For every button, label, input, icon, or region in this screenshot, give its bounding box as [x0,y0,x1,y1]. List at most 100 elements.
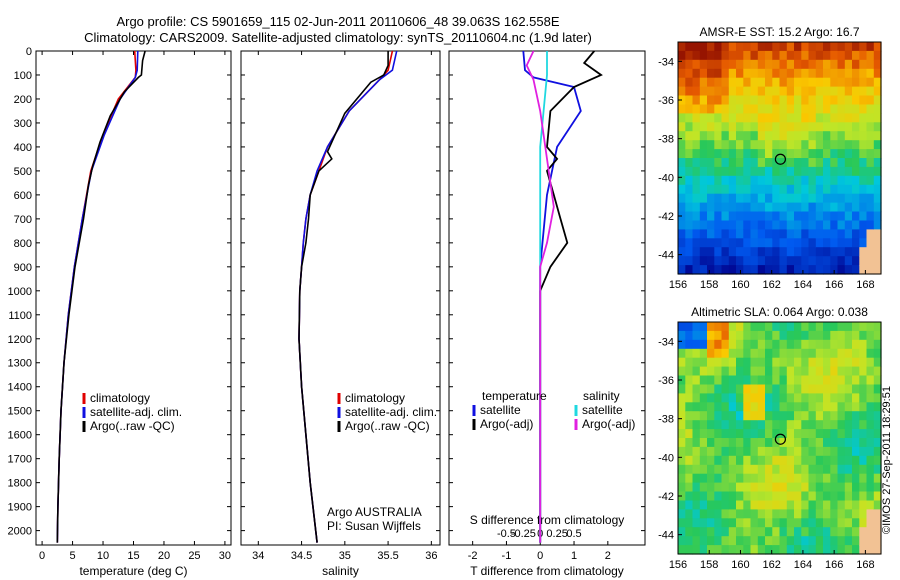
map-cell [823,256,831,266]
map-cell [743,256,752,266]
map-cell [728,393,737,403]
plot-frame [240,50,441,546]
map-cell [685,113,694,123]
map-cell [772,339,781,350]
map-cell [801,59,810,70]
map-cell [823,402,831,412]
legend-label: satellite-adj. clim. [345,405,437,419]
map-cell [699,149,708,159]
map-cell [808,536,817,546]
map-cell [794,402,802,412]
map-cell [721,86,730,97]
map-cell [837,527,846,537]
map-cell [692,77,701,88]
map-cell [707,42,715,52]
map-cell [794,357,802,368]
map-cell [714,184,723,195]
map-cell [685,446,694,457]
map-cell [699,420,708,430]
map-cell [699,256,708,266]
map-cell [699,140,708,150]
map-cell [837,86,846,97]
map-cell [678,166,686,177]
map-cell [714,229,723,239]
map-cell [736,166,744,177]
y-tick-label: -42 [658,491,674,503]
map-cell [728,330,737,341]
y-tick-label: -40 [658,452,674,464]
map-cell [743,455,752,466]
map-cell [736,411,744,421]
map-cell [699,348,708,359]
map-cell [699,464,708,475]
map-cell [837,482,846,493]
map-cell [823,220,831,230]
map-cell [743,113,752,123]
legend-label: satellite [582,403,623,417]
map-cell [757,229,766,239]
map-cell [714,330,723,341]
map-cell [699,482,708,493]
map-cell [823,42,831,52]
map-cell [685,104,694,114]
map-cell [750,446,759,457]
map-cell [844,518,853,528]
map-cell [736,113,744,123]
map-cell [837,491,846,501]
x-tick-label: -2 [468,550,478,562]
map-cell [837,175,846,186]
map-cell [794,59,802,70]
map-cell [692,247,701,257]
map-cell [765,491,773,501]
map-cell [779,339,788,350]
map-cell [757,149,766,159]
map-cell [859,42,868,52]
map-cell [801,193,810,204]
map-cell [699,104,708,114]
map-cell [699,411,708,421]
map-cell [859,330,868,341]
map-cell [801,229,810,239]
map-cell [786,420,795,430]
map-cell [801,500,810,510]
map-cell [678,446,686,457]
map-cell [873,545,882,555]
map-cell [859,375,868,385]
map-cell [786,411,795,421]
map-cell [721,375,730,385]
map-cell [743,429,752,439]
map-cell [765,175,773,186]
map-cell [721,402,730,412]
map-cell [707,429,715,439]
map-cell [678,122,686,132]
map-cell [859,411,868,421]
map-cell [743,518,752,528]
map-cell [866,211,875,221]
map-cell [859,438,868,448]
map-cell [801,149,810,159]
map-cell [757,545,766,555]
map-cell [772,202,781,213]
map-cell [823,149,831,159]
map-cell [772,464,781,475]
map-cell [714,339,723,350]
map-cell [757,193,766,204]
map-cell [757,220,766,230]
map-cell [714,202,723,213]
map-title: AMSR-E SST: 15.2 Argo: 16.7 [699,25,859,39]
map-cell [699,220,708,230]
map-cell [714,348,723,359]
map-cell [685,77,694,88]
map-cell [852,536,860,546]
map-cell [815,438,824,448]
map-cell [736,464,744,475]
map-cell [714,193,723,204]
map-cell [750,402,759,412]
map-cell [779,384,788,394]
salinity-panel: 34 34.5 35 35.5 36salinityclimatologysatelli… [240,50,441,578]
map-cell [859,509,868,519]
map-cell [808,131,817,141]
map-cell [721,68,730,79]
map-cell [808,464,817,475]
